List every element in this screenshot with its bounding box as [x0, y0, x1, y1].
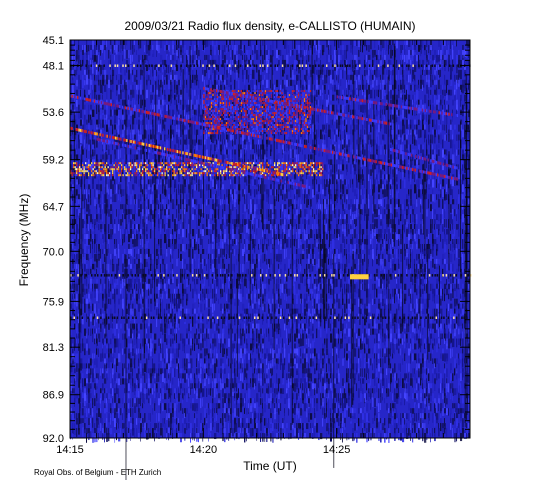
- plot-area: [70, 40, 471, 480]
- y-tick-label: 53.6: [43, 107, 64, 119]
- y-tick-label: 81.3: [43, 342, 64, 354]
- y-tick-label: 45.1: [43, 35, 64, 47]
- y-axis-label: Frequency (MHz): [17, 194, 31, 287]
- credit-text: Royal Obs. of Belgium - ETH Zurich: [34, 468, 161, 477]
- x-tick-label: 14:15: [56, 444, 84, 456]
- y-tick-label: 64.7: [43, 201, 64, 213]
- x-axis-label: Time (UT): [243, 459, 297, 473]
- x-tick-label: 14:20: [190, 444, 218, 456]
- y-tick-label: 70.0: [43, 246, 64, 258]
- y-tick-label: 75.9: [43, 296, 64, 308]
- hot-spot: [350, 274, 369, 279]
- y-tick-label: 86.9: [43, 390, 64, 402]
- x-tick-label: 14:25: [323, 444, 351, 456]
- y-tick-label: 48.1: [43, 60, 64, 72]
- chart-title: 2009/03/21 Radio flux density, e-CALLIST…: [124, 19, 415, 33]
- y-tick-label: 59.2: [43, 155, 64, 167]
